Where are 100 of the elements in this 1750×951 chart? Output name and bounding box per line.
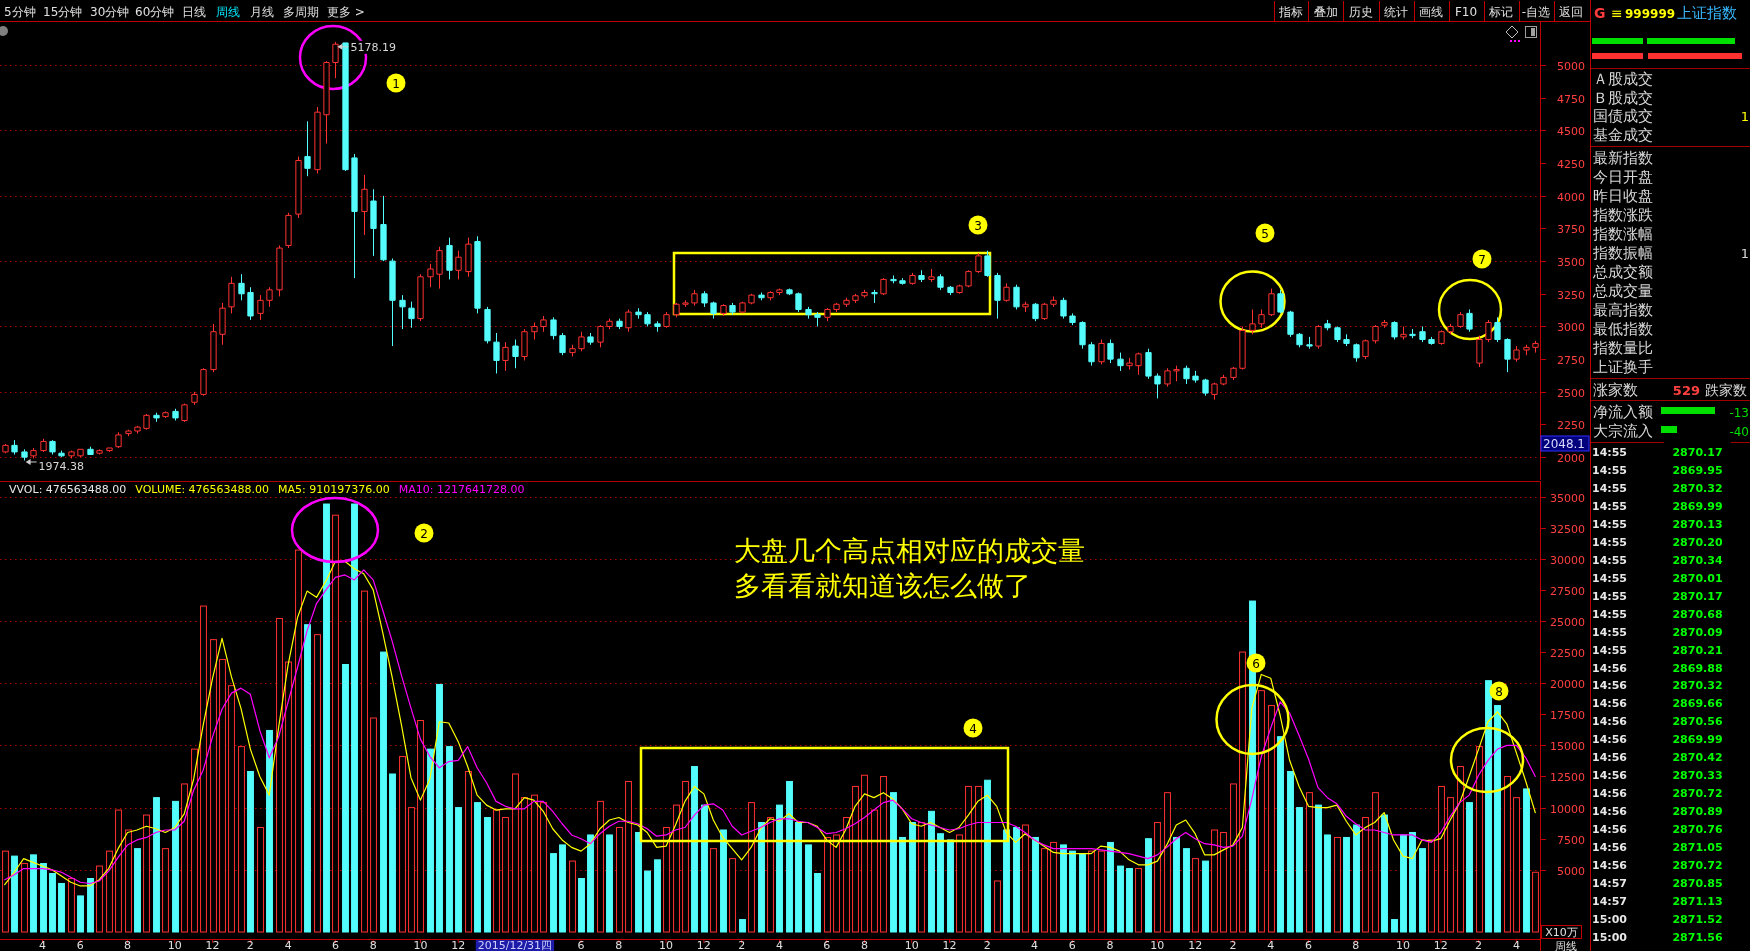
candlestick (994, 272, 1001, 320)
y-tick-label: 14:57 (1592, 877, 1628, 891)
bar (181, 783, 188, 933)
y-tick-label: 14:56 (1592, 823, 1628, 837)
data-label: 2870.21 (1672, 643, 1723, 657)
x-tick-label: 2 (983, 939, 991, 951)
candlestick (30, 447, 37, 459)
candlestick (87, 446, 94, 456)
candlestick (266, 286, 273, 308)
data-label: 2871.56 (1672, 930, 1723, 944)
data-label: 2870.42 (1672, 751, 1723, 765)
bar (115, 809, 122, 933)
bar (228, 685, 235, 933)
candlestick (295, 156, 302, 219)
candlestick (540, 315, 547, 333)
y-tick-label: 14:56 (1592, 805, 1628, 819)
bar (191, 748, 198, 933)
y-tick-label: 14:57 (1592, 895, 1628, 908)
bar (1494, 705, 1501, 933)
bar (578, 878, 585, 933)
bar (143, 814, 150, 933)
text: 周线 (1555, 940, 1577, 951)
x-tick-label: 12 (1433, 939, 1448, 951)
text: 叠加 (1314, 5, 1338, 19)
candlestick (134, 425, 141, 435)
x-tick-label: 12 (451, 939, 466, 951)
candlestick (1032, 302, 1039, 322)
candlestick (663, 311, 670, 329)
bar (994, 880, 1001, 933)
text: 30分钟 (90, 5, 130, 19)
bar (587, 834, 594, 933)
candlestick (143, 413, 150, 431)
bar (276, 617, 283, 933)
candlestick (739, 301, 746, 314)
bar (559, 844, 566, 933)
bar (540, 802, 547, 933)
text: 跌家数 (1705, 382, 1747, 398)
candlestick (691, 289, 698, 307)
candlestick (465, 237, 472, 278)
bar (1409, 831, 1416, 933)
candlestick (1428, 336, 1435, 346)
candlestick (172, 408, 179, 422)
bar (238, 746, 245, 933)
candlestick (200, 367, 207, 397)
text: 大宗流入 (1593, 422, 1653, 440)
bar (947, 839, 954, 933)
y-tick-label: 14:56 (1592, 841, 1628, 855)
bar (1013, 826, 1020, 933)
bar (1513, 797, 1520, 933)
y-tick-label: 2750 (1557, 353, 1585, 367)
bar (965, 785, 972, 933)
bar (1466, 802, 1473, 933)
candlestick (153, 412, 160, 423)
bar (833, 834, 840, 933)
x-tick-label: 8 (860, 939, 868, 951)
x-tick-label: 6 (1305, 939, 1313, 951)
x-tick-label: 8 (124, 939, 132, 951)
text: 上证换手 (1593, 358, 1653, 376)
x-tick-label: 8 (615, 939, 623, 951)
text: 昨日收盘 (1593, 187, 1653, 205)
annotation: 4 (969, 721, 977, 736)
candlestick (2, 443, 9, 454)
note-badge: 6 (1246, 653, 1266, 673)
y-tick-label: 5000 (1557, 864, 1585, 878)
bar (389, 773, 396, 933)
y-tick-label: 14:55 (1592, 535, 1628, 549)
x-tick-label: 12 (696, 939, 711, 951)
candlestick (984, 250, 991, 278)
y-tick-label: 14:56 (1592, 769, 1628, 783)
candlestick (502, 341, 509, 372)
x-tick-label: 2 (738, 939, 746, 951)
candlestick (975, 252, 982, 274)
data-label: 2871.13 (1672, 895, 1723, 908)
bar (758, 822, 765, 933)
candlestick (1239, 325, 1246, 371)
text: ≡ (1611, 5, 1623, 21)
candlestick (389, 258, 396, 347)
data-label: 2870.68 (1672, 607, 1723, 621)
text: -自选 (1521, 5, 1551, 19)
candlestick (1164, 367, 1171, 388)
bar (1296, 807, 1303, 933)
y-tick-label: 4500 (1557, 124, 1585, 138)
candlestick (597, 324, 604, 348)
bar (77, 895, 84, 933)
bar (654, 859, 661, 933)
candlestick (616, 318, 623, 330)
y-tick-label: 3250 (1557, 288, 1585, 302)
candlestick (399, 294, 406, 330)
bar (1117, 865, 1124, 933)
candlestick (351, 153, 358, 279)
annotation: 1974.38 (38, 459, 85, 473)
x-tick-label: 2015/12/31四 (477, 939, 553, 951)
y-tick-label: 35000 (1550, 491, 1585, 505)
candlestick (1117, 352, 1124, 372)
candlestick (1088, 341, 1095, 367)
bar (1353, 824, 1360, 933)
bar (1088, 850, 1095, 933)
text: 日线 (182, 5, 206, 19)
x-tick-label: 4 (39, 939, 47, 951)
x-tick-label: 8 (1106, 939, 1114, 951)
